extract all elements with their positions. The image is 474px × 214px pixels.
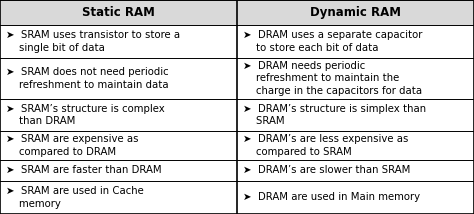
Bar <box>0 160 474 181</box>
Text: ➤  SRAM’s structure is complex
    than DRAM: ➤ SRAM’s structure is complex than DRAM <box>6 104 164 126</box>
Bar <box>0 181 474 214</box>
Bar <box>0 25 474 58</box>
Bar <box>0 131 474 160</box>
Text: ➤  DRAM needs periodic
    refreshment to maintain the
    charge in the capacit: ➤ DRAM needs periodic refreshment to mai… <box>243 61 422 96</box>
Text: Static RAM: Static RAM <box>82 6 155 19</box>
Text: ➤  DRAM uses a separate capacitor
    to store each bit of data: ➤ DRAM uses a separate capacitor to stor… <box>243 30 422 53</box>
Bar <box>0 58 474 99</box>
Text: ➤  DRAM’s are slower than SRAM: ➤ DRAM’s are slower than SRAM <box>243 165 410 175</box>
Text: ➤  DRAM’s are less expensive as
    compared to SRAM: ➤ DRAM’s are less expensive as compared … <box>243 134 408 157</box>
Bar <box>0 0 474 25</box>
Text: ➤  SRAM are faster than DRAM: ➤ SRAM are faster than DRAM <box>6 165 161 175</box>
Text: Dynamic RAM: Dynamic RAM <box>310 6 401 19</box>
Text: ➤  DRAM’s structure is simplex than
    SRAM: ➤ DRAM’s structure is simplex than SRAM <box>243 104 426 126</box>
Text: ➤  SRAM are used in Cache
    memory: ➤ SRAM are used in Cache memory <box>6 186 144 209</box>
Text: ➤  SRAM are expensive as
    compared to DRAM: ➤ SRAM are expensive as compared to DRAM <box>6 134 138 157</box>
Text: ➤  SRAM uses transistor to store a
    single bit of data: ➤ SRAM uses transistor to store a single… <box>6 30 180 53</box>
Text: ➤  SRAM does not need periodic
    refreshment to maintain data: ➤ SRAM does not need periodic refreshmen… <box>6 67 168 90</box>
Text: ➤  DRAM are used in Main memory: ➤ DRAM are used in Main memory <box>243 192 420 202</box>
Bar <box>0 99 474 131</box>
